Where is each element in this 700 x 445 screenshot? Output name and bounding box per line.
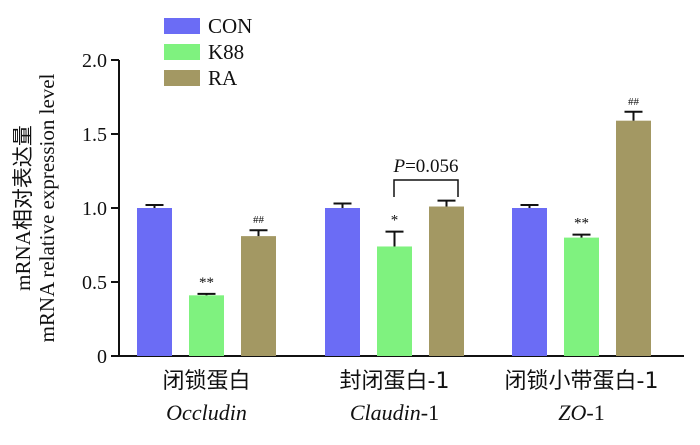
significance-marks: *** **#### (199, 96, 640, 291)
x-category-label-en: Claudin-1 (350, 400, 439, 425)
y-axis-label-zh: mRNA相对表达量 (11, 125, 35, 291)
x-category-label-zh: 闭锁小带蛋白-1 (505, 369, 659, 394)
y-axis-label-en: mRNA relative expression level (35, 73, 59, 342)
bar-ra (616, 120, 651, 357)
bar-ra (241, 236, 276, 356)
legend-swatch-ra (164, 70, 200, 86)
legend-label-ra: RA (208, 66, 238, 90)
y-tick-label: 1.5 (82, 124, 107, 146)
error-bars (145, 110, 643, 296)
significance-mark: ## (628, 96, 640, 108)
p-value-label: P=0.056 (392, 156, 458, 177)
significance-mark: ## (253, 214, 265, 226)
p-value-bracket (393, 179, 459, 197)
significance-mark: ** (574, 216, 589, 232)
x-category-label-en: Occludin (166, 400, 247, 425)
x-category-gene: ZO (558, 400, 586, 425)
legend-label-con: CON (208, 14, 252, 38)
legend-swatch-k88 (164, 44, 200, 60)
p-value-number: =0.056 (405, 156, 458, 177)
y-tick-label: 0 (97, 346, 107, 368)
bar-con (512, 208, 547, 356)
bar-ra (429, 206, 464, 356)
legend-swatch-con (164, 18, 200, 34)
bar-k88 (189, 295, 224, 356)
significance-mark: * (391, 213, 399, 229)
y-ticks: 0 0.5 1.0 1.5 2.0 (82, 50, 119, 368)
bar-con (137, 208, 172, 356)
y-tick-label: 1.0 (82, 198, 107, 220)
x-category-gene: Occludin (166, 400, 247, 425)
bar-k88 (377, 246, 412, 356)
p-value-symbol: P (392, 156, 405, 177)
bar-k88 (564, 237, 599, 356)
x-category-gene: Claudin (350, 400, 421, 425)
y-tick-label: 0.5 (82, 272, 107, 294)
significance-mark: ** (199, 275, 214, 291)
x-category-suffix: -1 (586, 400, 604, 425)
x-category-suffix: -1 (421, 400, 439, 425)
p-value-annotation: P=0.056 (392, 156, 459, 197)
bar-con (325, 208, 360, 356)
legend-label-k88: K88 (208, 40, 244, 64)
x-category-label-zh: 闭锁蛋白 (162, 369, 250, 394)
x-category-label-zh: 封闭蛋白-1 (340, 369, 450, 394)
bars (137, 120, 651, 357)
x-category-label-en: ZO-1 (558, 400, 604, 425)
y-tick-label: 2.0 (82, 50, 107, 72)
